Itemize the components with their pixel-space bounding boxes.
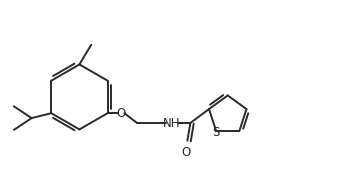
Text: O: O [117, 107, 126, 120]
Text: O: O [182, 146, 191, 159]
Text: NH: NH [163, 117, 180, 130]
Text: S: S [212, 126, 220, 139]
